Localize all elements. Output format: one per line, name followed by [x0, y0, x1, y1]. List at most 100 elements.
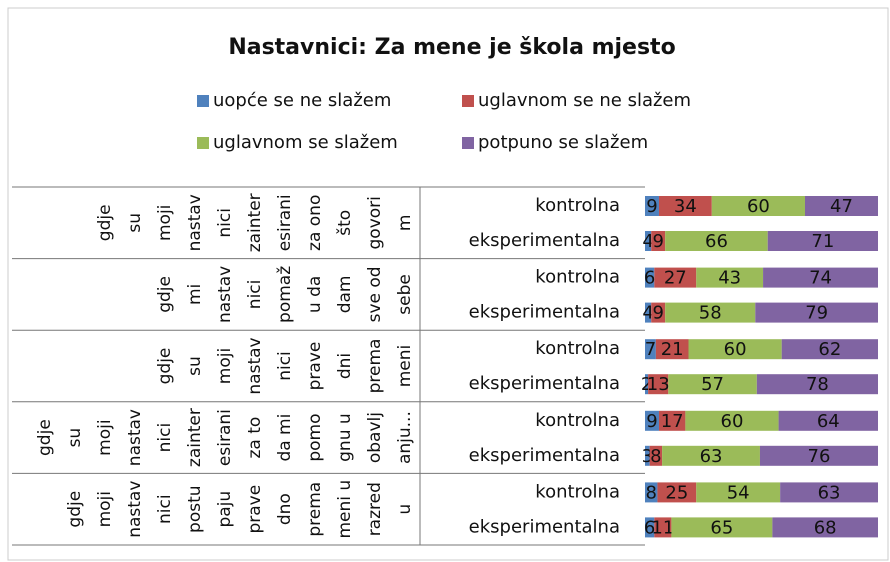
- group-label: nastav: [125, 481, 145, 538]
- group-label: gdje: [95, 204, 115, 241]
- data-label: 4: [642, 303, 653, 324]
- bar-segment: [648, 374, 669, 395]
- data-label: 43: [718, 268, 741, 289]
- bar-segment: [645, 445, 650, 466]
- bar-segment: [781, 339, 878, 360]
- group-label: u da: [305, 276, 325, 313]
- data-label: 9: [652, 303, 663, 324]
- bar-segment: [657, 482, 697, 503]
- bar-segment: [654, 517, 672, 538]
- group-label: nastav: [245, 337, 265, 394]
- frame: [7, 7, 889, 561]
- bar-segment: [665, 302, 756, 323]
- group-label: mi: [185, 284, 205, 305]
- data-label: 6: [644, 268, 655, 289]
- group-label: gnu u: [335, 413, 355, 462]
- group-label: paju: [215, 491, 235, 528]
- group-label: moji: [95, 419, 115, 455]
- category-label: eksperimentalna: [469, 516, 620, 537]
- data-label: 9: [646, 196, 657, 217]
- group-label: esirani: [215, 409, 235, 466]
- group-label: dam: [335, 276, 355, 314]
- group-label: sebe: [395, 274, 415, 315]
- bar-segment: [767, 231, 878, 251]
- group-label: gdje: [155, 348, 175, 385]
- legend-swatch: [462, 95, 474, 107]
- bar-segment: [662, 445, 760, 466]
- bar-segment: [649, 445, 663, 466]
- data-label: 71: [811, 231, 834, 252]
- group-label: su: [185, 356, 205, 376]
- group-label: u: [395, 504, 415, 515]
- group-label: meni u: [335, 480, 355, 539]
- group-label: meni: [395, 345, 415, 388]
- group-label: nastav: [185, 194, 205, 251]
- bar-segment: [651, 302, 666, 323]
- data-label: 9: [646, 411, 657, 432]
- group-label: sve od: [365, 266, 385, 322]
- group-label: zainter: [185, 408, 205, 467]
- group-label: razred: [365, 482, 385, 536]
- group-label: dni: [335, 353, 355, 379]
- group-label: nici: [155, 423, 175, 453]
- legend-label: uglavnom se ne slažem: [478, 90, 691, 111]
- data-label: 4: [642, 231, 653, 252]
- bar-segment: [645, 231, 652, 251]
- bar-segment: [759, 445, 878, 466]
- group-label: za to: [245, 417, 265, 459]
- group-label: su: [125, 213, 145, 233]
- bar-segment: [645, 339, 656, 360]
- bar-segment: [772, 517, 878, 538]
- data-label: 74: [809, 268, 832, 289]
- legend-label: potpuno se slažem: [478, 132, 648, 153]
- bar-segment: [645, 517, 655, 538]
- bar-segment: [651, 231, 666, 251]
- bar-segment: [671, 517, 773, 538]
- bar-segment: [668, 374, 757, 395]
- category-label: kontrolna: [535, 338, 620, 359]
- data-label: 21: [661, 339, 684, 360]
- data-label: 79: [805, 303, 828, 324]
- data-label: 64: [817, 411, 840, 432]
- data-label: 66: [705, 231, 728, 252]
- data-label: 60: [747, 196, 770, 217]
- data-label: 57: [701, 374, 724, 395]
- data-label: 17: [661, 411, 684, 432]
- group-label: za ono: [305, 195, 325, 251]
- group-label: pomo: [305, 414, 325, 462]
- data-label: 60: [724, 339, 747, 360]
- chart-title: Nastavnici: Za mene je škola mjesto: [228, 35, 675, 60]
- group-label: prema: [305, 482, 325, 537]
- group-label: govori: [365, 196, 385, 249]
- bar-segment: [780, 482, 878, 503]
- group-label: da mi: [275, 414, 295, 462]
- group-label: zainter: [245, 193, 265, 252]
- bar-segment: [658, 410, 686, 431]
- group-label: moji: [155, 205, 175, 241]
- bar-segment: [763, 267, 878, 288]
- data-label: 7: [645, 339, 656, 360]
- group-label: što: [335, 210, 355, 236]
- legend-swatch: [462, 137, 474, 149]
- data-label: 63: [818, 482, 841, 503]
- group-label: nici: [275, 351, 295, 381]
- bar-segment: [645, 302, 652, 323]
- bar-segment: [665, 231, 768, 251]
- category-label: kontrolna: [535, 410, 620, 431]
- data-label: 60: [721, 411, 744, 432]
- group-label: nici: [245, 280, 265, 310]
- bar-segment: [658, 196, 712, 216]
- legend-swatch: [197, 137, 209, 149]
- group-label: obavlj: [365, 412, 385, 463]
- legend-swatch: [197, 95, 209, 107]
- bar-segment: [756, 374, 878, 395]
- data-label: 3: [642, 446, 653, 467]
- group-label: nastav: [125, 409, 145, 466]
- data-label: 2: [641, 374, 652, 395]
- data-label: 65: [710, 517, 733, 538]
- data-label: 34: [674, 196, 697, 217]
- data-label: 6: [644, 517, 655, 538]
- legend-label: uglavnom se slažem: [213, 132, 398, 153]
- bar-segment: [696, 482, 781, 503]
